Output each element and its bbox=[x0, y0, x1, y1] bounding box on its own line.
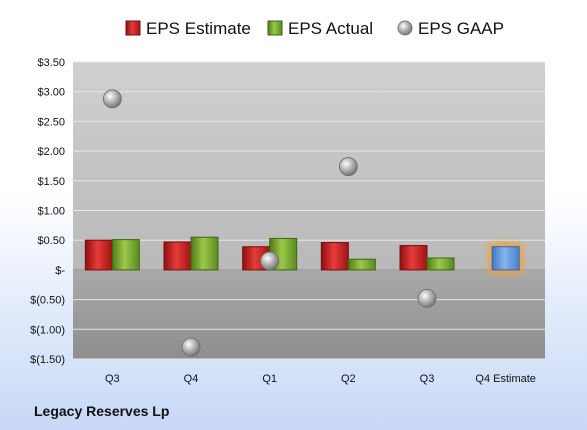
y-tick-label: $1.50 bbox=[37, 176, 65, 188]
bar-eps-actual bbox=[426, 257, 455, 271]
y-tick-label: $3.50 bbox=[37, 57, 65, 69]
legend-label: EPS Estimate bbox=[146, 19, 251, 38]
bar-eps-estimate bbox=[399, 245, 428, 271]
bar-eps-estimate bbox=[320, 242, 349, 271]
y-tick-label: $- bbox=[55, 265, 65, 277]
gridlines bbox=[73, 61, 545, 360]
y-tick-label: $3.00 bbox=[37, 87, 65, 99]
legend-label: EPS GAAP bbox=[418, 19, 504, 38]
bars bbox=[84, 236, 524, 274]
point-eps-gaap bbox=[338, 157, 358, 176]
bar-eps-estimate-forecast bbox=[491, 246, 520, 271]
x-tick-label: Q2 bbox=[341, 373, 356, 385]
point-eps-gaap bbox=[181, 337, 201, 357]
bar-eps-actual bbox=[347, 258, 376, 271]
legend-swatch bbox=[267, 20, 283, 36]
x-axis-tick-labels: Q3 Q4 Q1 Q2 Q3 Q4 Estimate bbox=[105, 373, 536, 385]
x-tick-label: Q4 Estimate bbox=[475, 373, 536, 385]
plot-area-negative-region bbox=[73, 269, 545, 359]
plot-area-background bbox=[73, 62, 545, 270]
y-tick-label: $(1.50) bbox=[30, 354, 65, 366]
point-eps-gaap bbox=[260, 251, 280, 271]
y-tick-label: $2.00 bbox=[37, 146, 65, 158]
gaap-points bbox=[102, 89, 437, 357]
y-tick-label: $1.00 bbox=[37, 206, 65, 218]
y-axis-tick-labels: $3.50 $3.00 $2.50 $2.00 $1.50 $1.00 $0.50 $- $(0… bbox=[30, 57, 65, 366]
x-tick-label: Q3 bbox=[105, 373, 120, 385]
y-tick-label: $(0.50) bbox=[30, 295, 65, 307]
legend-swatch bbox=[397, 20, 413, 36]
x-tick-label: Q1 bbox=[262, 373, 277, 385]
point-eps-gaap bbox=[102, 89, 122, 109]
company-name: Legacy Reserves Lp bbox=[34, 403, 169, 419]
legend-swatch bbox=[125, 20, 141, 36]
y-tick-label: $0.50 bbox=[37, 235, 65, 247]
y-tick-label: $2.50 bbox=[37, 116, 65, 128]
bar-eps-actual bbox=[111, 239, 140, 271]
x-tick-label: Q3 bbox=[420, 373, 435, 385]
x-tick-label: Q4 bbox=[184, 373, 199, 385]
legend: EPS Estimate EPS Actual EPS GAAP bbox=[125, 19, 504, 38]
point-eps-gaap bbox=[417, 289, 437, 308]
y-tick-label: $(1.00) bbox=[30, 324, 65, 336]
bar-eps-actual bbox=[190, 236, 219, 271]
legend-label: EPS Actual bbox=[288, 19, 373, 38]
bar-eps-estimate bbox=[84, 239, 113, 271]
bar-eps-estimate bbox=[163, 241, 192, 271]
